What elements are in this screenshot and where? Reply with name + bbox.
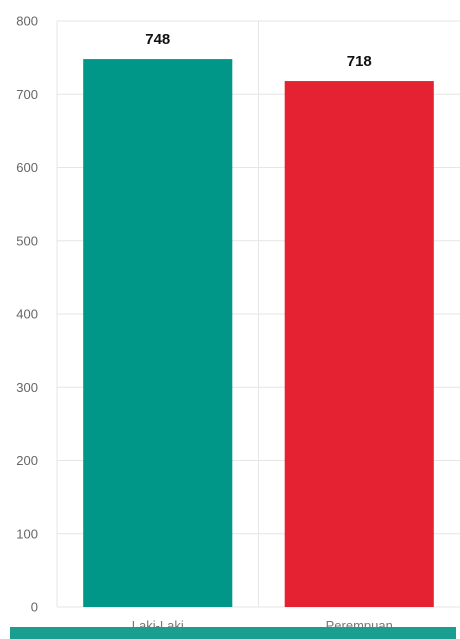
y-tick-label: 600 bbox=[16, 160, 38, 175]
data-label: 718 bbox=[347, 53, 372, 70]
bars bbox=[83, 59, 434, 607]
y-tick-label: 700 bbox=[16, 87, 38, 102]
y-tick-label: 0 bbox=[31, 600, 38, 615]
y-tick-label: 400 bbox=[16, 307, 38, 322]
data-label: 748 bbox=[145, 31, 170, 48]
y-tick-label: 500 bbox=[16, 233, 38, 248]
y-tick-label: 800 bbox=[16, 14, 38, 29]
bar-perempuan bbox=[284, 81, 434, 607]
y-axis-ticks: 0 100 200 300 400 500 600 700 800 bbox=[16, 14, 38, 615]
data-labels: 748 718 bbox=[145, 31, 372, 70]
bar-laki-laki bbox=[83, 59, 233, 607]
y-tick-label: 200 bbox=[16, 453, 38, 468]
y-tick-label: 100 bbox=[16, 526, 38, 541]
y-tick-label: 300 bbox=[16, 380, 38, 395]
footer-band bbox=[10, 627, 456, 639]
